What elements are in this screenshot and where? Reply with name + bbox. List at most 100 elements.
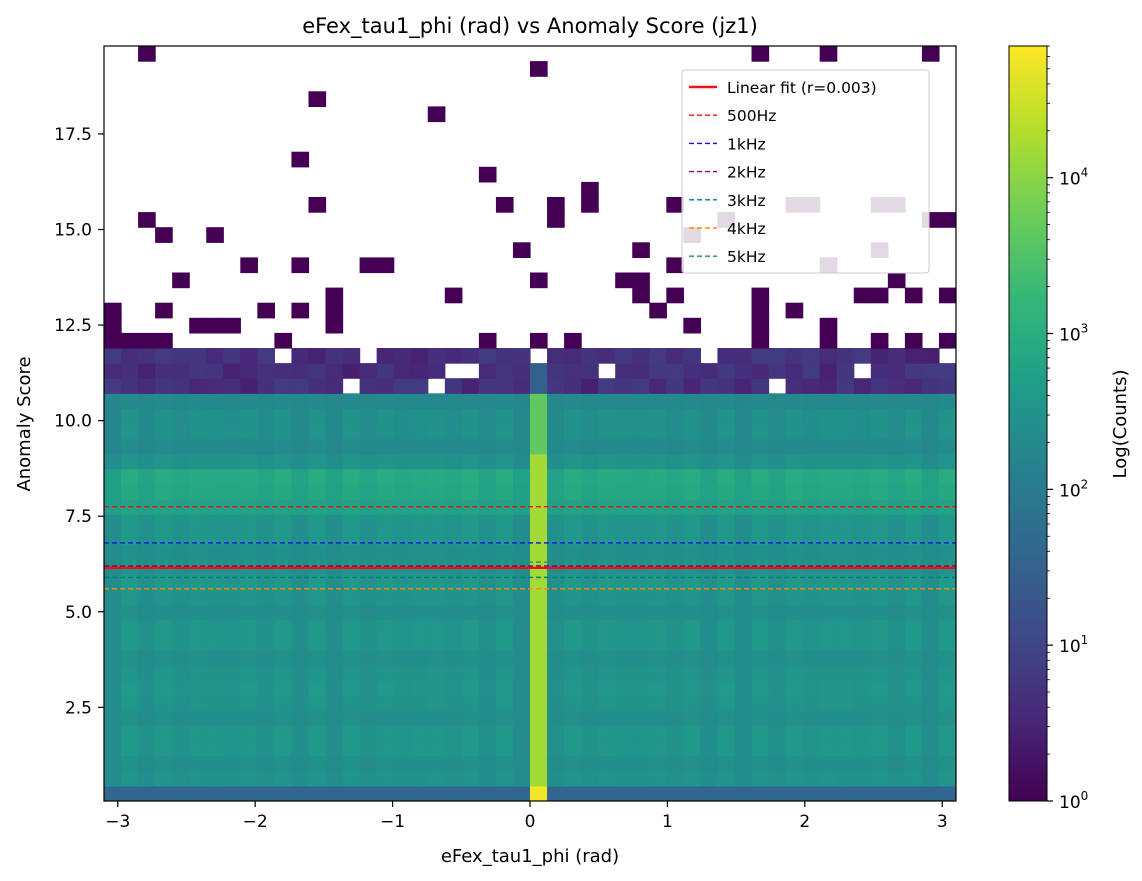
heatmap-cell (444, 348, 463, 364)
heatmap-cell (887, 514, 906, 530)
heatmap-cell (155, 740, 173, 757)
heatmap-cell (512, 604, 531, 621)
heatmap-cell (444, 634, 463, 651)
heatmap-cell (700, 544, 719, 560)
heatmap-cell (768, 453, 787, 470)
heatmap-cell (768, 695, 787, 711)
heatmap-cell (530, 740, 548, 757)
heatmap-cell (598, 438, 616, 455)
heatmap-cell (410, 680, 429, 696)
heatmap-cell (155, 665, 173, 681)
heatmap-cell (819, 514, 838, 530)
heatmap-cell (649, 680, 667, 696)
heatmap-cell (257, 619, 275, 636)
heatmap-cell (632, 680, 650, 696)
heatmap-cell (853, 619, 872, 636)
heatmap-cell (104, 453, 122, 470)
heatmap-cell (530, 544, 548, 560)
heatmap-cell (155, 483, 173, 500)
heatmap-cell (904, 785, 923, 801)
heatmap-cell (564, 378, 582, 394)
heatmap-cell (853, 529, 872, 545)
heatmap-cell (376, 393, 395, 409)
heatmap-cell (717, 408, 736, 425)
heatmap-cell (615, 680, 633, 696)
heatmap-cell (478, 785, 497, 801)
heatmap-cell (938, 408, 956, 425)
heatmap-cell (598, 483, 616, 500)
heatmap-cell (206, 574, 224, 591)
heatmap-cell (495, 740, 514, 757)
heatmap-cell (649, 348, 667, 364)
heatmap-cell (223, 453, 241, 470)
heatmap-cell (853, 499, 872, 515)
heatmap-cell (734, 393, 753, 409)
heatmap-cell (666, 378, 684, 394)
heatmap-cell-sparse (189, 317, 207, 334)
heatmap-cell (819, 634, 838, 651)
heatmap-cell (683, 785, 701, 801)
heatmap-cell (530, 785, 548, 801)
heatmap-cell (564, 680, 582, 696)
heatmap-cell (274, 740, 293, 757)
legend: Linear fit (r=0.003)500Hz1kHz2kHz3kHz4kH… (681, 69, 930, 274)
heatmap-cell (785, 634, 804, 651)
y-axis-ticks: 2.55.07.510.012.515.017.5 (54, 125, 104, 718)
heatmap-cell (359, 438, 378, 455)
heatmap-cell (427, 514, 446, 530)
heatmap-cell (172, 589, 190, 606)
heatmap-cell (598, 589, 616, 606)
heatmap-cell (547, 725, 565, 742)
heatmap-cell (632, 438, 650, 455)
heatmap-cell (461, 665, 480, 681)
heatmap-cell (887, 725, 906, 742)
heatmap-cell (478, 483, 497, 500)
heatmap-cell (598, 695, 616, 711)
heatmap-cell (478, 725, 497, 742)
heatmap-cell (155, 604, 173, 621)
heatmap-cell (802, 393, 821, 409)
heatmap-cell (632, 770, 650, 787)
heatmap-cell (359, 529, 378, 545)
heatmap-cell (785, 785, 804, 801)
heatmap-cell (819, 589, 838, 606)
heatmap-cell (938, 680, 956, 696)
heatmap-cell (121, 604, 139, 621)
heatmap-cell (887, 529, 906, 545)
heatmap-cell (155, 589, 173, 606)
heatmap-cell-sparse (155, 302, 173, 319)
heatmap-cell (291, 785, 310, 801)
heatmap-cell (325, 423, 344, 440)
heatmap-cell (495, 589, 514, 606)
heatmap-cell (444, 393, 463, 409)
heatmap-cell (104, 770, 122, 787)
y-tick-label: 15.0 (54, 220, 92, 240)
heatmap-cell (632, 423, 650, 440)
heatmap-cell (138, 650, 156, 666)
heatmap-cell (700, 680, 719, 696)
heatmap-cell (581, 634, 599, 651)
heatmap-cell (683, 514, 701, 530)
heatmap-cell (921, 363, 940, 379)
heatmap-cell (615, 650, 633, 666)
heatmap-cell (564, 755, 582, 772)
heatmap-cell (785, 740, 804, 757)
heatmap-cell (734, 438, 753, 455)
heatmap-cell (717, 785, 736, 801)
heatmap-cell (887, 665, 906, 681)
heatmap-cell (853, 634, 872, 651)
heatmap-cell (853, 348, 872, 364)
heatmap-cell (598, 634, 616, 651)
heatmap-cell (870, 589, 889, 606)
heatmap-cell (376, 770, 395, 787)
heatmap-cell (819, 574, 838, 591)
heatmap-cell (359, 710, 378, 727)
heatmap-cell (785, 348, 804, 364)
heatmap-cell (342, 725, 361, 742)
heatmap-cell (530, 604, 548, 621)
heatmap-cell-sparse (581, 197, 599, 213)
heatmap-cell (206, 695, 224, 711)
heatmap-cell (683, 423, 701, 440)
heatmap-cell (206, 423, 224, 440)
heatmap-cell-sparse (632, 272, 650, 289)
